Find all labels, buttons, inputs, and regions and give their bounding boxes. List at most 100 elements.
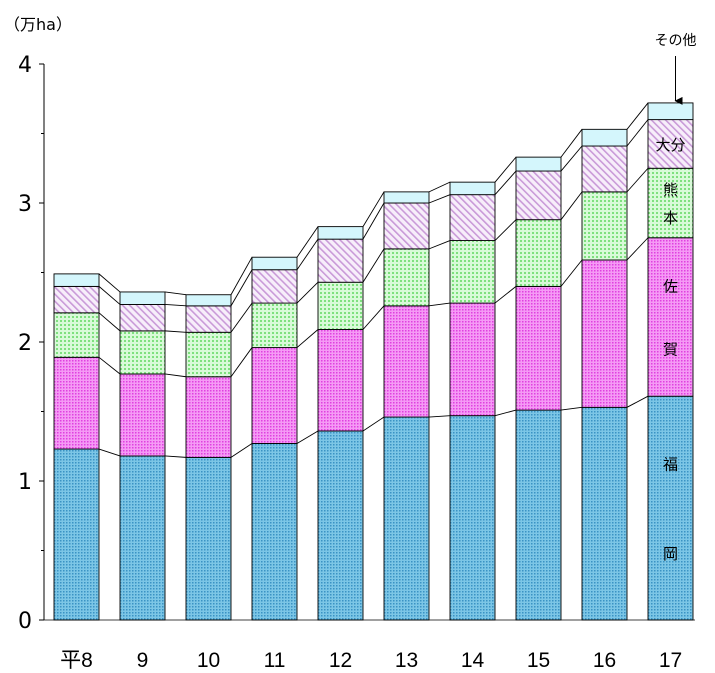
connector-line bbox=[230, 302, 253, 333]
y-tick-label: 1 bbox=[18, 470, 32, 495]
connector-line bbox=[98, 448, 121, 457]
connector-line bbox=[362, 191, 385, 227]
connector-line bbox=[362, 248, 385, 283]
bar-segment-7-3 bbox=[515, 170, 562, 221]
bars bbox=[53, 102, 694, 621]
connector-line bbox=[626, 102, 649, 130]
bar-segment-7-0 bbox=[515, 409, 562, 621]
x-tick-label: 13 bbox=[395, 649, 418, 672]
series-label: 佐 bbox=[663, 277, 678, 295]
bar-segment-9-4 bbox=[647, 102, 694, 121]
bar-segment-0-4 bbox=[53, 273, 100, 287]
x-tick-label: 平8 bbox=[60, 649, 93, 672]
connector-line bbox=[428, 302, 451, 307]
bar-segment-2-4 bbox=[185, 294, 232, 307]
bar-segment-4-2 bbox=[317, 281, 364, 330]
bar-segment-2-2 bbox=[185, 331, 232, 378]
connector-line bbox=[494, 219, 517, 241]
connector-line bbox=[626, 119, 649, 147]
bar-segment-3-4 bbox=[251, 256, 298, 271]
bar-segment-0-1 bbox=[53, 356, 100, 450]
y-axis: 0 1 2 3 4 bbox=[18, 53, 695, 634]
series-label: 本 bbox=[663, 209, 678, 227]
connector-line bbox=[164, 455, 187, 458]
other-callout-label: その他 bbox=[655, 33, 697, 49]
bar-segment-8-2 bbox=[581, 191, 628, 261]
x-tick-label: 15 bbox=[527, 649, 550, 672]
bar-segment-8-1 bbox=[581, 259, 628, 408]
series-label: 福 bbox=[663, 455, 678, 473]
bar-segment-0-0 bbox=[53, 448, 100, 621]
bar-segment-4-4 bbox=[317, 226, 364, 240]
connector-line bbox=[98, 273, 121, 293]
bar-segment-6-2 bbox=[449, 240, 496, 304]
connector-line bbox=[494, 286, 517, 304]
bar-segment-0-2 bbox=[53, 312, 100, 358]
connector-line bbox=[98, 356, 121, 375]
bar-segment-2-1 bbox=[185, 376, 232, 458]
bar-segment-1-2 bbox=[119, 330, 166, 375]
bar-segment-4-0 bbox=[317, 430, 364, 621]
bar-segment-9-2 bbox=[647, 167, 694, 239]
x-tick-label: 12 bbox=[329, 649, 352, 672]
bar-segment-3-2 bbox=[251, 302, 298, 349]
connector-line bbox=[428, 240, 451, 250]
series-label: 大分 bbox=[655, 136, 685, 154]
bar-segment-1-4 bbox=[119, 291, 166, 305]
connector-line bbox=[230, 256, 253, 295]
series-label: 賀 bbox=[663, 341, 678, 359]
bar-segment-7-4 bbox=[515, 156, 562, 172]
bar-segment-9-3 bbox=[647, 119, 694, 169]
connector-line bbox=[362, 202, 385, 240]
bar-segment-3-1 bbox=[251, 347, 298, 444]
bar-segment-8-3 bbox=[581, 145, 628, 193]
bar-segment-5-3 bbox=[383, 202, 430, 250]
connector-line bbox=[560, 406, 583, 411]
connector-line bbox=[362, 416, 385, 432]
connector-line bbox=[296, 430, 319, 444]
connector-line bbox=[626, 167, 649, 193]
bar-segment-1-1 bbox=[119, 373, 166, 457]
connector-line bbox=[164, 373, 187, 378]
connector-line bbox=[98, 286, 121, 305]
connector-line bbox=[626, 395, 649, 408]
bar-segment-6-1 bbox=[449, 302, 496, 417]
bar-segment-6-0 bbox=[449, 415, 496, 621]
connector-line bbox=[296, 238, 319, 270]
bar-segment-1-3 bbox=[119, 304, 166, 332]
connector-line bbox=[494, 170, 517, 195]
x-tick-label: 9 bbox=[137, 649, 149, 672]
connector-line bbox=[230, 269, 253, 307]
connector-line bbox=[164, 304, 187, 307]
connector-line bbox=[296, 281, 319, 304]
bar-segment-0-3 bbox=[53, 285, 100, 314]
y-tick-label: 0 bbox=[18, 609, 32, 634]
bar-segment-5-4 bbox=[383, 191, 430, 204]
x-tick-label: 16 bbox=[593, 649, 616, 672]
connector-line bbox=[428, 181, 451, 193]
connector-line bbox=[362, 305, 385, 330]
bar-segment-2-3 bbox=[185, 305, 232, 333]
bar-segment-5-2 bbox=[383, 248, 430, 307]
x-tick-label: 10 bbox=[197, 649, 220, 672]
connector-line bbox=[230, 443, 253, 458]
connector-line bbox=[230, 347, 253, 378]
y-unit-label: （万ha） bbox=[4, 15, 72, 34]
bar-segment-9-0 bbox=[647, 395, 694, 621]
bar-segment-6-3 bbox=[449, 194, 496, 241]
bar-segment-8-0 bbox=[581, 406, 628, 621]
connector-lines bbox=[98, 102, 649, 458]
series-label: 岡 bbox=[663, 545, 678, 563]
bar-segment-1-0 bbox=[119, 455, 166, 621]
connector-line bbox=[164, 291, 187, 296]
bar-segment-5-1 bbox=[383, 305, 430, 418]
y-tick-label: 4 bbox=[18, 53, 32, 78]
connector-line bbox=[494, 409, 517, 417]
connector-line bbox=[98, 312, 121, 332]
connector-line bbox=[428, 415, 451, 418]
connector-line bbox=[560, 191, 583, 220]
connector-line bbox=[296, 226, 319, 258]
